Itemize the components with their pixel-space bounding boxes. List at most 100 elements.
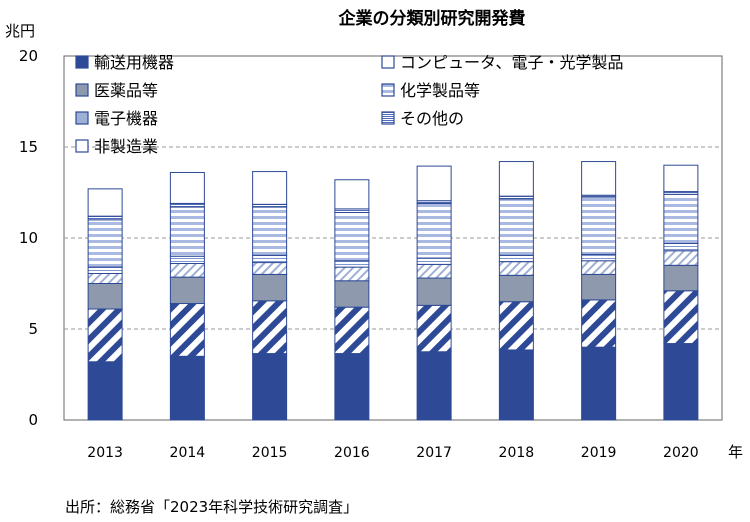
- x-tick-label: 2019: [581, 445, 617, 461]
- source-note: 出所：総務省「2023年科学技術研究調査」: [65, 498, 358, 516]
- bar-segment: [581, 253, 617, 262]
- legend-swatch: [381, 83, 395, 97]
- bar-segment: [169, 255, 205, 264]
- bar-segment: [581, 299, 617, 348]
- bars: [87, 161, 699, 421]
- bar-segment: [334, 353, 370, 421]
- bar-segment: [498, 198, 534, 256]
- legend-label: 電子機器: [94, 109, 158, 128]
- bar-segment: [87, 266, 123, 274]
- bar-segment: [498, 301, 534, 351]
- bar-segment: [252, 353, 288, 421]
- legend-item: コンピュータ、電子・光学製品: [381, 53, 624, 72]
- x-axis-ticks: 2013 2014 2015 2016 2017 2018 2019 2020: [87, 445, 698, 461]
- bar-segment: [169, 355, 205, 421]
- bar-segment: [252, 300, 288, 355]
- legend-item: 輸送用機器: [75, 53, 174, 72]
- bar-stack: [334, 179, 370, 421]
- bar-segment: [252, 254, 288, 264]
- legend-label: 化学製品等: [400, 81, 480, 100]
- bar-stack: [663, 164, 699, 421]
- chart-title: 企業の分類別研究開発費: [338, 8, 526, 29]
- legend-swatch: [75, 55, 89, 69]
- legend-swatch: [75, 111, 89, 125]
- bar-segment: [252, 262, 288, 275]
- bar-segment: [663, 164, 699, 193]
- legend-item: 電子機器: [75, 109, 158, 128]
- bar-segment: [498, 261, 534, 276]
- bar-stack: [498, 161, 534, 421]
- bar-segment: [416, 304, 452, 353]
- bar-segment: [334, 266, 370, 282]
- y-tick-label: 0: [28, 411, 38, 429]
- bar-segment: [416, 165, 452, 202]
- legend-item: その他の: [381, 109, 464, 128]
- x-tick-label: 2016: [334, 445, 370, 461]
- bar-segment: [87, 215, 123, 221]
- legend-swatch: [381, 55, 395, 69]
- bar-segment: [498, 274, 534, 303]
- bar-segment: [87, 272, 123, 284]
- legend-label: 医薬品等: [94, 81, 158, 100]
- bar-segment: [334, 260, 370, 268]
- bar-segment: [416, 257, 452, 265]
- legend-label: 輸送用機器: [94, 53, 174, 72]
- bar-segment: [87, 308, 123, 363]
- bar-segment: [334, 208, 370, 214]
- bar-segment: [416, 263, 452, 279]
- legend-label: コンピュータ、電子・光学製品: [400, 53, 624, 72]
- bar-segment: [169, 276, 205, 305]
- bar-segment: [663, 242, 699, 252]
- bar-segment: [252, 273, 288, 302]
- bar-segment: [663, 193, 699, 244]
- bar-segment: [581, 346, 617, 421]
- bar-segment: [334, 179, 370, 210]
- legend-swatch: [381, 111, 395, 125]
- bar-segment: [581, 273, 617, 301]
- bar-segment: [334, 306, 370, 355]
- bar-segment: [581, 161, 617, 196]
- legend-label: その他の: [400, 109, 464, 128]
- bar-segment: [169, 206, 205, 257]
- bar-segment: [334, 280, 370, 308]
- bar-segment: [581, 196, 617, 255]
- x-tick-label: 2013: [87, 445, 123, 461]
- bar-segment: [87, 188, 123, 217]
- bar-segment: [169, 303, 205, 357]
- y-axis-unit: 兆円: [5, 22, 35, 40]
- x-tick-label: 2018: [499, 445, 535, 461]
- bar-segment: [663, 264, 699, 292]
- bar-segment: [416, 202, 452, 259]
- bar-segment: [169, 202, 205, 208]
- x-tick-label: 2015: [252, 445, 288, 461]
- bar-segment: [252, 206, 288, 256]
- bar-segment: [334, 212, 370, 262]
- bar-stack: [416, 165, 452, 421]
- legend-item: 非製造業: [75, 137, 158, 156]
- y-tick-label: 15: [19, 138, 38, 156]
- bar-segment: [252, 171, 288, 205]
- y-axis-ticks: 0 5 10 15 20: [19, 47, 38, 429]
- y-tick-label: 10: [19, 229, 38, 247]
- legend-item: 化学製品等: [381, 81, 480, 100]
- bar-segment: [498, 349, 534, 421]
- bar-segment: [498, 161, 534, 197]
- x-tick-label: 2020: [663, 445, 699, 461]
- bar-segment: [663, 343, 699, 421]
- bar-segment: [87, 219, 123, 268]
- bar-segment: [87, 361, 123, 421]
- bar-segment: [416, 277, 452, 306]
- y-tick-label: 5: [28, 320, 38, 338]
- bar-segment: [169, 171, 205, 204]
- legend-swatch: [75, 139, 89, 153]
- bar-stack: [87, 188, 123, 421]
- y-tick-label: 20: [19, 47, 38, 65]
- bar-segment: [581, 260, 617, 275]
- legend-swatch: [75, 83, 89, 97]
- bar-stack: [169, 171, 205, 421]
- x-tick-label: 2014: [170, 445, 206, 461]
- bar-segment: [416, 351, 452, 421]
- bar-segment: [663, 290, 699, 345]
- legend-item: 医薬品等: [75, 81, 158, 100]
